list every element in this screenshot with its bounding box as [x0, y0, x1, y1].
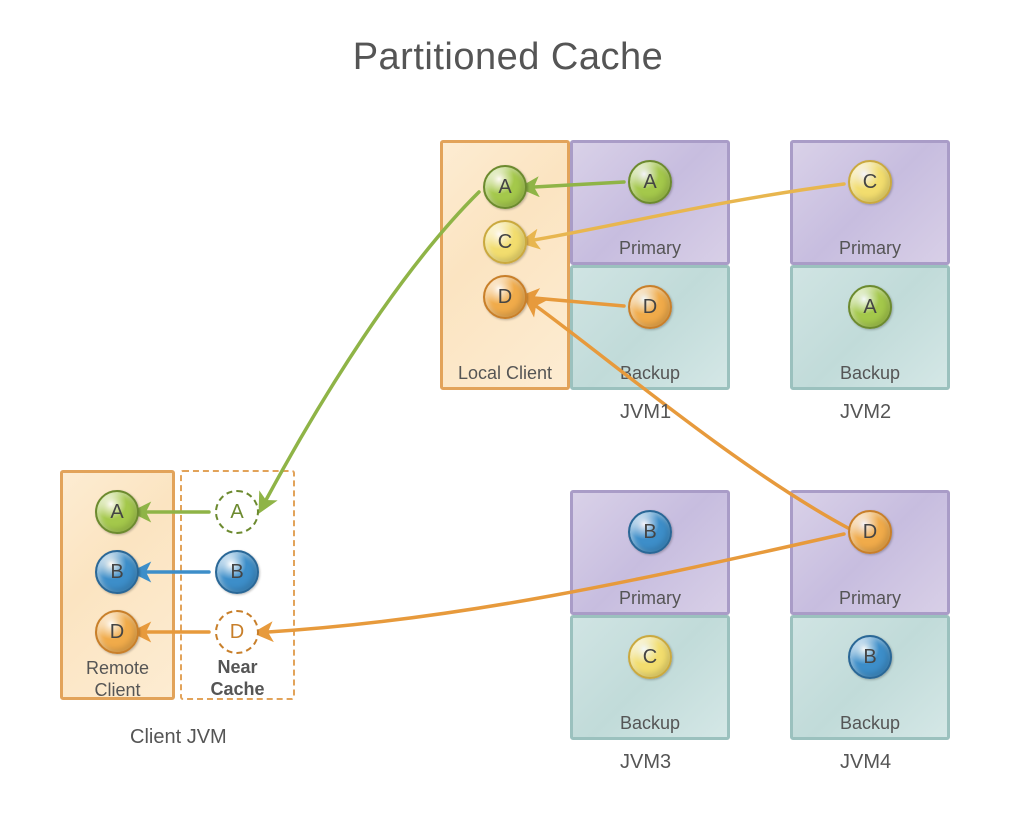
node-j2p_C: C — [848, 160, 892, 204]
node-rc_B: B — [95, 550, 139, 594]
node-letter-j2p_C: C — [863, 171, 877, 193]
panel-label-local_client: Local Client — [443, 363, 567, 385]
node-letter-lc_C: C — [498, 231, 512, 253]
node-letter-rc_A: A — [110, 501, 123, 523]
panel-label-jvm3_primary: Primary — [573, 588, 727, 610]
node-letter-rc_B: B — [110, 561, 123, 583]
diagram-title: Partitioned Cache — [0, 36, 1016, 79]
node-letter-j4b_B: B — [863, 646, 876, 668]
panel-label-near_cache: Near Cache — [182, 657, 293, 700]
jvm-label-jvm2: JVM2 — [840, 400, 891, 424]
node-letter-j3p_B: B — [643, 521, 656, 543]
panel-label-jvm2_primary: Primary — [793, 238, 947, 260]
node-lc_A: A — [483, 165, 527, 209]
node-nc_B: B — [215, 550, 259, 594]
node-letter-j2b_A: A — [863, 296, 876, 318]
node-j3b_C: C — [628, 635, 672, 679]
panel-label-jvm1_backup: Backup — [573, 363, 727, 385]
node-j1p_A: A — [628, 160, 672, 204]
node-letter-lc_D: D — [498, 286, 512, 308]
panel-label-jvm2_backup: Backup — [793, 363, 947, 385]
node-j3p_B: B — [628, 510, 672, 554]
node-nc_A: A — [215, 490, 259, 534]
node-j4p_D: D — [848, 510, 892, 554]
node-letter-j1b_D: D — [643, 296, 657, 318]
panel-label-jvm4_primary: Primary — [793, 588, 947, 610]
jvm-label-client: Client JVM — [130, 725, 227, 749]
node-letter-lc_A: A — [498, 176, 511, 198]
panel-label-jvm4_backup: Backup — [793, 713, 947, 735]
jvm-label-jvm1: JVM1 — [620, 400, 671, 424]
node-letter-j1p_A: A — [643, 171, 656, 193]
node-letter-nc_B: B — [230, 561, 243, 583]
node-rc_A: A — [95, 490, 139, 534]
panel-label-jvm3_backup: Backup — [573, 713, 727, 735]
node-j2b_A: A — [848, 285, 892, 329]
panel-label-jvm1_primary: Primary — [573, 238, 727, 260]
node-letter-nc_D: D — [230, 621, 244, 643]
node-letter-j3b_C: C — [643, 646, 657, 668]
node-lc_D: D — [483, 275, 527, 319]
node-j4b_B: B — [848, 635, 892, 679]
node-rc_D: D — [95, 610, 139, 654]
jvm-label-jvm3: JVM3 — [620, 750, 671, 774]
arrow-a_j4D_ncD — [268, 534, 844, 632]
node-j1b_D: D — [628, 285, 672, 329]
panel-label-remote_client: Remote Client — [63, 658, 172, 701]
jvm-label-jvm4: JVM4 — [840, 750, 891, 774]
node-letter-rc_D: D — [110, 621, 124, 643]
node-letter-nc_A: A — [230, 501, 243, 523]
node-letter-j4p_D: D — [863, 521, 877, 543]
node-nc_D: D — [215, 610, 259, 654]
node-lc_C: C — [483, 220, 527, 264]
